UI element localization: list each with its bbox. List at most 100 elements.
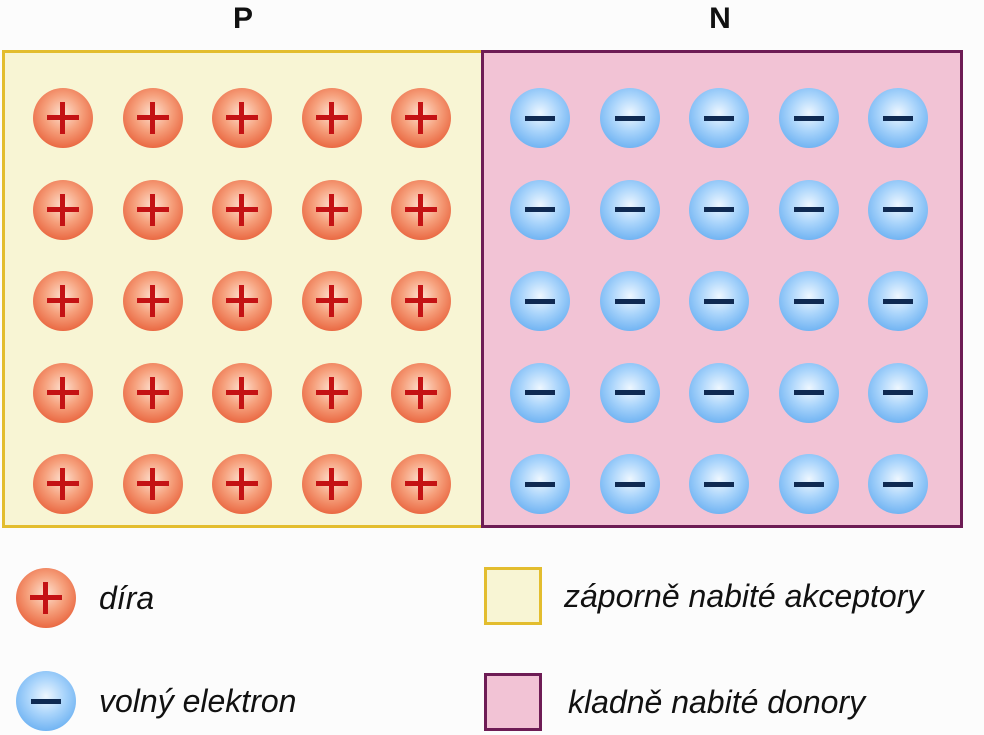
electron-particle [778, 362, 839, 423]
hole-particle [391, 88, 451, 148]
legend-donor: kladně nabité donory [484, 673, 865, 731]
electron-particle [778, 271, 839, 331]
plus-icon [405, 193, 437, 226]
plus-icon [136, 468, 169, 500]
minus-icon [883, 481, 913, 487]
minus-icon [704, 298, 734, 304]
hole-particle [391, 454, 451, 514]
p-type-region [2, 50, 484, 528]
plus-icon [30, 582, 62, 614]
minus-icon [614, 298, 645, 304]
electron-icon [16, 671, 76, 731]
electron-particle [778, 88, 839, 148]
hole-particle [391, 179, 451, 240]
electron-particle [510, 362, 570, 423]
hole-particle [122, 179, 183, 240]
minus-icon [704, 115, 734, 121]
electron-particle [510, 271, 570, 331]
electron-particle [689, 454, 749, 514]
minus-icon [704, 207, 734, 212]
minus-icon [614, 390, 645, 395]
hole-particle [391, 362, 451, 423]
hole-particle [33, 271, 93, 331]
plus-icon [226, 468, 258, 500]
plus-icon [315, 376, 348, 409]
electron-particle [689, 271, 749, 331]
electron-particle [689, 88, 749, 148]
minus-icon [793, 481, 824, 487]
plus-icon [405, 468, 437, 500]
minus-icon [704, 481, 734, 487]
acceptor-swatch [484, 567, 542, 625]
legend-hole-label: díra [99, 579, 155, 616]
minus-icon [793, 298, 824, 304]
plus-icon [226, 102, 258, 134]
minus-icon [31, 698, 61, 704]
minus-icon [614, 481, 645, 487]
hole-particle [33, 88, 93, 148]
plus-icon [315, 193, 348, 226]
plus-icon [47, 193, 79, 226]
electron-particle [689, 179, 749, 240]
plus-icon [315, 102, 348, 134]
hole-particle [212, 88, 272, 148]
electron-particle [599, 88, 660, 148]
minus-icon [883, 115, 913, 121]
plus-icon [47, 285, 79, 317]
minus-icon [883, 390, 913, 395]
minus-icon [525, 481, 555, 487]
n-type-region [481, 50, 963, 528]
hole-particle [122, 88, 183, 148]
hole-particle [301, 454, 362, 514]
electron-particle [599, 179, 660, 240]
plus-icon [136, 376, 169, 409]
legend-hole: díra [16, 568, 154, 628]
hole-particle [301, 271, 362, 331]
plus-icon [315, 285, 348, 317]
minus-icon [704, 390, 734, 395]
electron-particle [599, 454, 660, 514]
electron-particle [778, 454, 839, 514]
minus-icon [614, 207, 645, 212]
electron-particle [778, 179, 839, 240]
hole-particle [212, 271, 272, 331]
electron-particle [599, 271, 660, 331]
electron-particle [868, 454, 928, 514]
plus-icon [405, 376, 437, 409]
legend-donor-label: kladně nabité donory [568, 683, 866, 720]
minus-icon [525, 115, 555, 121]
minus-icon [525, 298, 555, 304]
minus-icon [525, 207, 555, 212]
hole-particle [301, 88, 362, 148]
legend-acceptor-label: záporně nabité akceptory [564, 577, 924, 614]
plus-icon [405, 102, 437, 134]
hole-particle [301, 179, 362, 240]
minus-icon [883, 298, 913, 304]
minus-icon [525, 390, 555, 395]
plus-icon [47, 468, 79, 500]
hole-icon [16, 568, 76, 628]
hole-particle [122, 454, 183, 514]
minus-icon [793, 115, 824, 121]
plus-icon [315, 468, 348, 500]
electron-particle [689, 362, 749, 423]
hole-particle [212, 454, 272, 514]
p-region-label: P [232, 2, 253, 35]
hole-particle [33, 454, 93, 514]
minus-icon [883, 207, 913, 212]
legend-electron-label: volný elektron [99, 682, 297, 719]
plus-icon [136, 193, 169, 226]
hole-particle [122, 271, 183, 331]
electron-particle [868, 362, 928, 423]
plus-icon [136, 102, 169, 134]
plus-icon [226, 376, 258, 409]
hole-particle [212, 179, 272, 240]
n-region-label: N [709, 2, 731, 35]
plus-icon [226, 285, 258, 317]
minus-icon [793, 207, 824, 212]
minus-icon [793, 390, 824, 395]
minus-icon [614, 115, 645, 121]
plus-icon [47, 102, 79, 134]
plus-icon [226, 193, 258, 226]
electron-particle [599, 362, 660, 423]
